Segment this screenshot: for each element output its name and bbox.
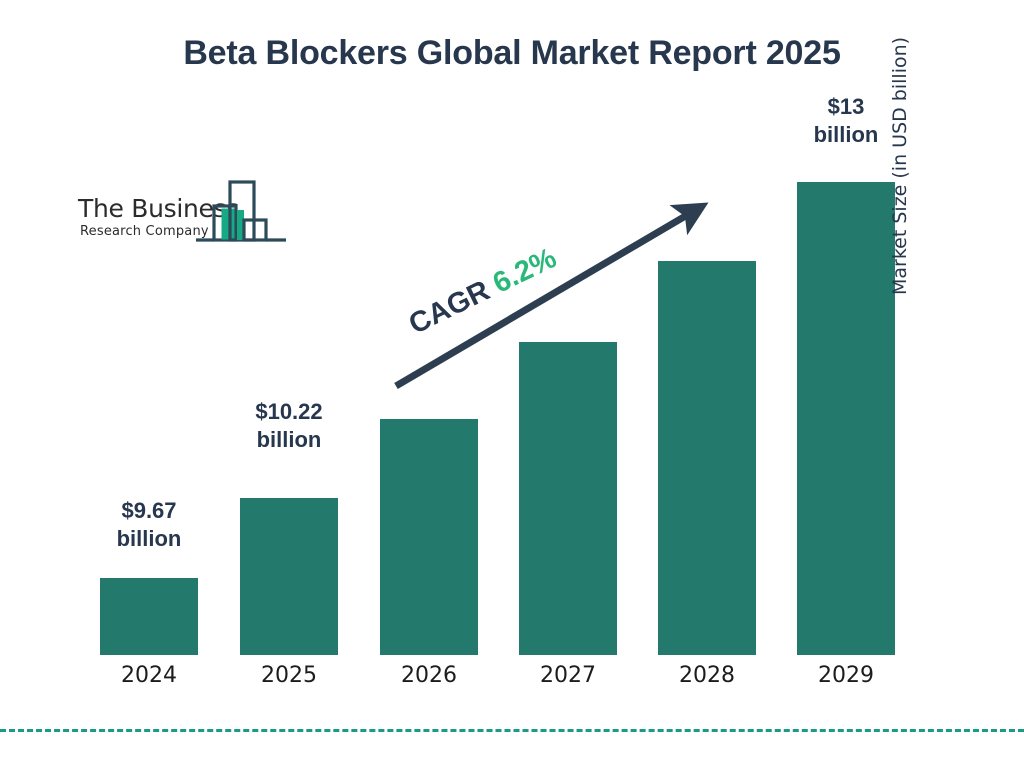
- logo-line-2: Research Company: [80, 224, 209, 239]
- company-logo: The Business Research Company: [78, 176, 286, 254]
- logo-bars-icon: [196, 180, 286, 242]
- cagr-annotation: CAGR 6.2%: [404, 242, 562, 342]
- cagr-value: 6.2%: [487, 242, 562, 300]
- value-label-2029-amount: $13: [827, 94, 865, 119]
- value-label-2025: $10.22 billion: [219, 398, 359, 454]
- page-title: Beta Blockers Global Market Report 2025: [183, 34, 841, 72]
- value-label-2029: $13 billion: [776, 93, 916, 149]
- xtick-2025: 2025: [261, 663, 317, 688]
- value-label-2024-unit: billion: [116, 526, 182, 552]
- value-label-2029-unit: billion: [813, 122, 879, 148]
- value-label-2024-amount: $9.67: [121, 498, 177, 523]
- bar-2028[interactable]: [658, 261, 756, 655]
- bar-2025[interactable]: [240, 498, 338, 655]
- cagr-label: CAGR: [404, 274, 495, 341]
- value-label-2025-amount: $10.22: [255, 399, 323, 424]
- xtick-2028: 2028: [679, 663, 735, 688]
- bar-2027[interactable]: [519, 342, 617, 655]
- xtick-2026: 2026: [401, 663, 457, 688]
- y-axis-title: Market Size (in USD billion): [889, 36, 911, 295]
- xtick-2027: 2027: [540, 663, 596, 688]
- xtick-2029: 2029: [818, 663, 874, 688]
- bar-2029[interactable]: [797, 182, 895, 655]
- bar-2026[interactable]: [380, 419, 478, 655]
- bar-2024[interactable]: [100, 578, 198, 655]
- value-label-2024: $9.67 billion: [79, 497, 219, 553]
- value-label-2025-unit: billion: [256, 427, 322, 453]
- footer-divider: [0, 729, 1024, 732]
- xtick-2024: 2024: [121, 663, 177, 688]
